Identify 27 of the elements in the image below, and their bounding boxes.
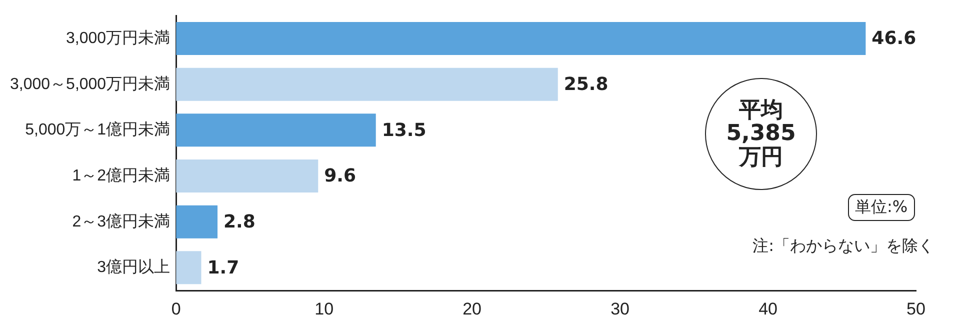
annotation: 平均 5,385 万円 (705, 78, 817, 190)
y-tick-label: 3,000～5,000万円未満 (10, 74, 170, 93)
bar (176, 68, 558, 101)
x-tick-label: 40 (758, 299, 778, 318)
data-label: 13.5 (382, 120, 426, 141)
bar (176, 205, 218, 238)
x-tick-label: 0 (171, 299, 181, 318)
y-tick-label: 5,000万～1億円未満 (25, 120, 170, 139)
bar (176, 160, 318, 193)
x-tick-label: 30 (610, 299, 630, 318)
y-tick-label: 3億円以上 (97, 258, 170, 276)
y-tick-label: 3,000万円未満 (66, 28, 170, 47)
annotation: 注:「わからない」を除く (752, 236, 934, 257)
y-tick-label: 1～2億円未満 (72, 166, 170, 184)
data-label: 46.6 (872, 28, 916, 50)
x-tick-label: 10 (314, 299, 334, 318)
x-tick-label: 50 (906, 299, 926, 318)
y-tick-label: 2～3億円未満 (72, 212, 170, 230)
data-label: 2.8 (224, 212, 256, 233)
data-label: 25.8 (564, 74, 608, 96)
data-label: 1.7 (207, 257, 240, 278)
bar (176, 114, 376, 147)
bar (176, 22, 866, 56)
bar (176, 251, 202, 284)
x-tick-label: 20 (462, 299, 482, 318)
annotation: 単位:% (848, 194, 915, 221)
data-label: 9.6 (324, 166, 356, 187)
